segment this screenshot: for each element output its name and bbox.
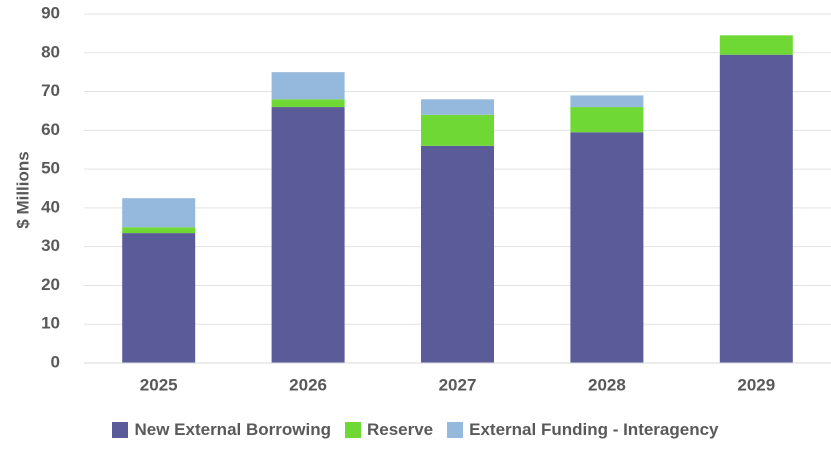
y-axis-ticks: 0 10 20 30 40 50 60 70 80 90 [41,3,60,371]
bar-segment [421,145,494,363]
x-axis-ticks: 2025 2026 2027 2028 2029 [140,375,775,394]
bar-segment [570,95,644,108]
bar-segment [122,233,196,363]
x-tick-label: 2026 [289,375,327,394]
legend-item: Reserve [344,420,434,440]
y-tick-label: 10 [41,314,60,333]
y-tick-label: 50 [41,159,60,178]
x-tick-label: 2028 [588,375,626,394]
bar-segment [421,99,494,115]
bar-segment [570,132,644,363]
x-tick-label: 2025 [140,375,178,394]
legend-item: New External Borrowing [112,420,331,440]
bar-segment [271,107,345,363]
y-tick-label: 20 [41,275,60,294]
x-tick-label: 2029 [737,375,775,394]
legend-label: External Funding - Interagency [469,420,719,439]
y-tick-label: 70 [41,81,60,100]
legend-swatch [112,422,129,438]
legend-item: External Funding - Interagency [447,420,719,440]
y-tick-label: 90 [41,3,60,22]
legend-swatch [447,422,464,438]
x-tick-label: 2027 [439,375,477,394]
legend: New External Borrowing Reserve External Fu… [0,420,831,440]
y-tick-label: 60 [41,120,60,139]
legend-label: New External Borrowing [134,420,331,439]
bar-segment [421,114,494,146]
bar-segment [271,99,345,108]
bar-segment [122,227,196,234]
bar-segment [570,107,644,133]
y-tick-label: 30 [41,236,60,255]
bar-segment [122,198,196,228]
bar-segment [271,72,345,100]
bar-segment [719,35,793,55]
y-axis-title: $ Millions [13,151,32,228]
legend-swatch [344,422,361,438]
bar-segment [719,54,793,363]
bars [122,35,793,363]
y-tick-label: 0 [51,352,60,371]
legend-label: Reserve [366,420,434,439]
y-tick-label: 40 [41,197,60,216]
y-tick-label: 80 [41,42,60,61]
